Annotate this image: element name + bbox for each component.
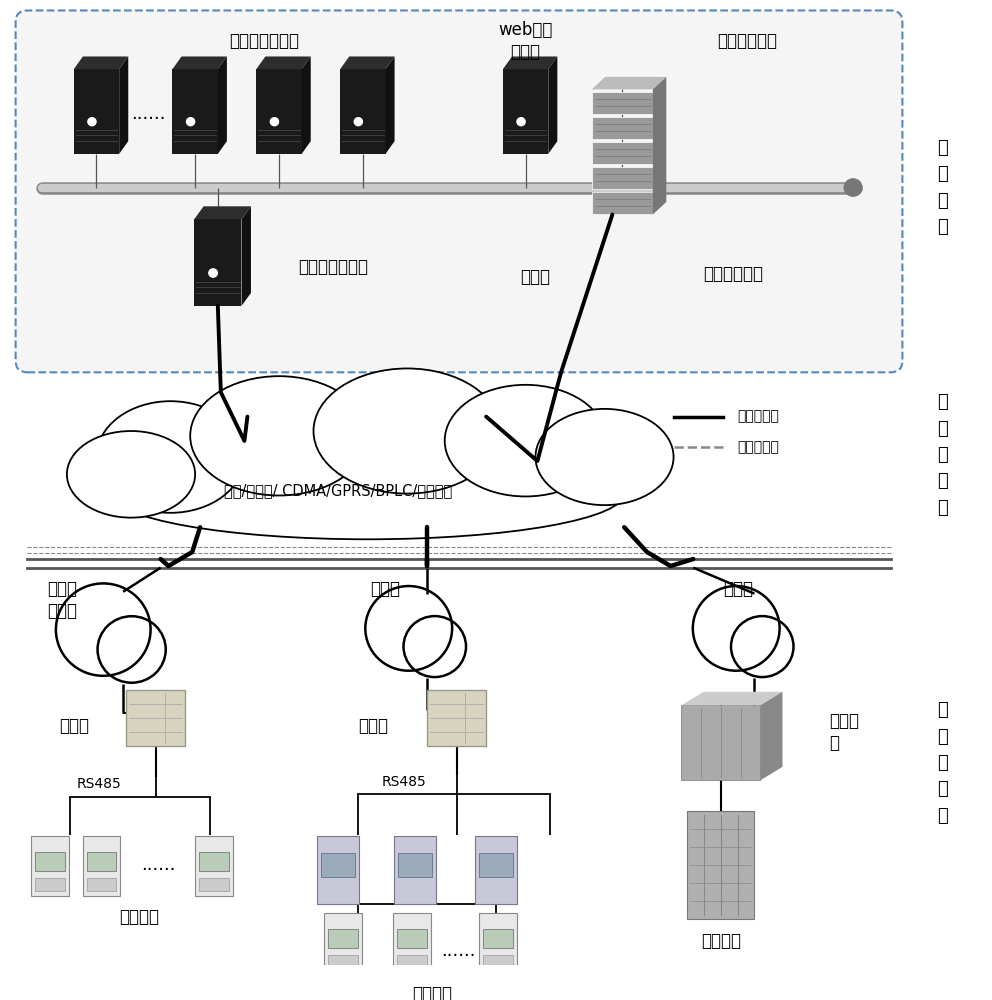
- Circle shape: [354, 118, 362, 126]
- FancyBboxPatch shape: [479, 853, 513, 877]
- Circle shape: [88, 118, 96, 126]
- FancyBboxPatch shape: [86, 852, 116, 871]
- FancyBboxPatch shape: [479, 913, 517, 973]
- FancyBboxPatch shape: [199, 852, 229, 871]
- FancyBboxPatch shape: [321, 853, 355, 877]
- Ellipse shape: [96, 401, 244, 513]
- FancyBboxPatch shape: [687, 811, 755, 919]
- Text: 电力流线路: 电力流线路: [738, 440, 780, 454]
- Text: 集中器: 集中器: [59, 717, 89, 735]
- FancyBboxPatch shape: [328, 929, 358, 948]
- FancyBboxPatch shape: [36, 878, 64, 891]
- FancyBboxPatch shape: [475, 836, 517, 904]
- Text: 配电网
变压器: 配电网 变压器: [47, 580, 77, 620]
- Polygon shape: [340, 69, 386, 154]
- Text: 前置采集系统: 前置采集系统: [702, 265, 763, 283]
- Polygon shape: [73, 69, 119, 154]
- Polygon shape: [591, 192, 653, 214]
- Polygon shape: [591, 167, 653, 189]
- FancyBboxPatch shape: [427, 690, 486, 746]
- Polygon shape: [503, 69, 549, 154]
- FancyBboxPatch shape: [328, 955, 358, 968]
- FancyBboxPatch shape: [199, 878, 229, 891]
- Ellipse shape: [536, 409, 674, 505]
- Text: 变压器: 变压器: [371, 580, 401, 598]
- FancyBboxPatch shape: [398, 955, 427, 968]
- Ellipse shape: [444, 385, 606, 496]
- FancyBboxPatch shape: [36, 852, 64, 871]
- Polygon shape: [241, 206, 251, 306]
- Text: RS485: RS485: [382, 775, 427, 789]
- Text: 通
信
信
道
层: 通 信 信 道 层: [937, 393, 948, 517]
- Text: ......: ......: [132, 105, 166, 123]
- Polygon shape: [760, 692, 783, 780]
- Polygon shape: [218, 56, 227, 154]
- Circle shape: [271, 118, 279, 126]
- Ellipse shape: [313, 368, 501, 494]
- FancyBboxPatch shape: [395, 836, 435, 904]
- FancyBboxPatch shape: [126, 690, 186, 746]
- Text: 集中器: 集中器: [358, 717, 388, 735]
- Text: 计量装置: 计量装置: [701, 932, 741, 950]
- FancyBboxPatch shape: [86, 878, 116, 891]
- Text: 防火墙: 防火墙: [521, 268, 551, 286]
- FancyBboxPatch shape: [82, 836, 120, 896]
- Polygon shape: [256, 56, 310, 69]
- Polygon shape: [682, 705, 760, 780]
- Polygon shape: [591, 92, 653, 114]
- Polygon shape: [73, 56, 128, 69]
- Circle shape: [186, 118, 194, 126]
- FancyBboxPatch shape: [317, 836, 359, 904]
- Polygon shape: [173, 56, 227, 69]
- FancyBboxPatch shape: [195, 836, 232, 896]
- Text: 光纤/互联网/ CDMA/GPRS/BPLC/无线专网: 光纤/互联网/ CDMA/GPRS/BPLC/无线专网: [224, 483, 452, 498]
- Text: 采
集
设
备
层: 采 集 设 备 层: [937, 701, 948, 825]
- Text: ......: ......: [142, 856, 176, 874]
- Circle shape: [209, 269, 217, 277]
- Text: 信息流线路: 信息流线路: [738, 410, 780, 424]
- Polygon shape: [653, 77, 667, 214]
- Text: 系
统
主
站: 系 统 主 站: [937, 139, 948, 236]
- Polygon shape: [503, 56, 558, 69]
- Polygon shape: [682, 692, 783, 705]
- Polygon shape: [302, 56, 310, 154]
- Text: 智能电表: 智能电表: [119, 908, 159, 926]
- FancyBboxPatch shape: [399, 853, 432, 877]
- FancyBboxPatch shape: [324, 913, 362, 973]
- Polygon shape: [591, 117, 653, 139]
- FancyBboxPatch shape: [394, 913, 431, 973]
- Circle shape: [517, 118, 525, 126]
- Ellipse shape: [66, 431, 195, 518]
- FancyBboxPatch shape: [398, 929, 427, 948]
- Polygon shape: [194, 219, 241, 306]
- Text: 变压器: 变压器: [723, 580, 753, 598]
- Circle shape: [844, 179, 862, 196]
- Polygon shape: [194, 206, 251, 219]
- FancyBboxPatch shape: [483, 955, 513, 968]
- Text: 采集服务器集群: 采集服务器集群: [229, 32, 300, 50]
- Ellipse shape: [190, 376, 368, 495]
- Polygon shape: [386, 56, 395, 154]
- Polygon shape: [549, 56, 558, 154]
- Polygon shape: [591, 142, 653, 164]
- Text: 智能电表: 智能电表: [412, 985, 452, 1000]
- FancyBboxPatch shape: [32, 836, 68, 896]
- Text: 营销应用系统: 营销应用系统: [717, 32, 778, 50]
- FancyBboxPatch shape: [483, 929, 513, 948]
- Text: 电表抄表服务器: 电表抄表服务器: [299, 258, 368, 276]
- Text: RS485: RS485: [76, 777, 121, 791]
- Text: 专变终
端: 专变终 端: [829, 712, 859, 752]
- Polygon shape: [256, 69, 302, 154]
- Polygon shape: [340, 56, 395, 69]
- Ellipse shape: [111, 448, 624, 539]
- Polygon shape: [591, 77, 667, 89]
- Polygon shape: [173, 69, 218, 154]
- FancyBboxPatch shape: [16, 10, 903, 372]
- Text: web应用
服务区: web应用 服务区: [498, 21, 553, 61]
- Text: ......: ......: [441, 942, 476, 960]
- Polygon shape: [119, 56, 128, 154]
